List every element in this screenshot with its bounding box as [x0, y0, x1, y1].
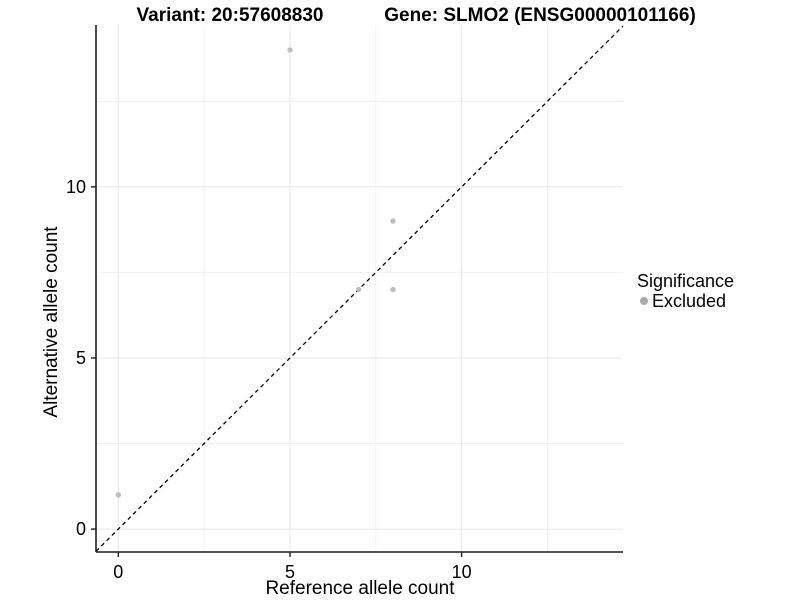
- y-tick-label: 0: [76, 519, 86, 539]
- data-point: [390, 286, 396, 293]
- data-point: [355, 286, 362, 293]
- data-point: [287, 47, 293, 53]
- y-tick-label: 10: [66, 177, 86, 197]
- data-point: [390, 218, 396, 224]
- legend-item-excluded: Excluded: [637, 292, 734, 310]
- legend: Significance Excluded: [637, 271, 734, 310]
- x-axis-title: Reference allele count: [265, 578, 455, 599]
- y-axis-title: Alternative allele count: [41, 226, 62, 418]
- x-tick-label: 10: [452, 562, 472, 582]
- y-tick-label: 5: [76, 348, 86, 368]
- legend-title: Significance: [637, 271, 735, 291]
- data-point: [115, 492, 122, 498]
- plot-title-variant: Variant: 20:57608830: [136, 5, 324, 26]
- x-tick-label: 5: [285, 562, 295, 582]
- legend-item-label: Excluded: [652, 291, 727, 311]
- plot-title-gene: Gene: SLMO2 (ENSG00000101166): [384, 5, 696, 26]
- excluded-point-icon: [640, 297, 648, 305]
- x-tick-label: 0: [113, 562, 123, 582]
